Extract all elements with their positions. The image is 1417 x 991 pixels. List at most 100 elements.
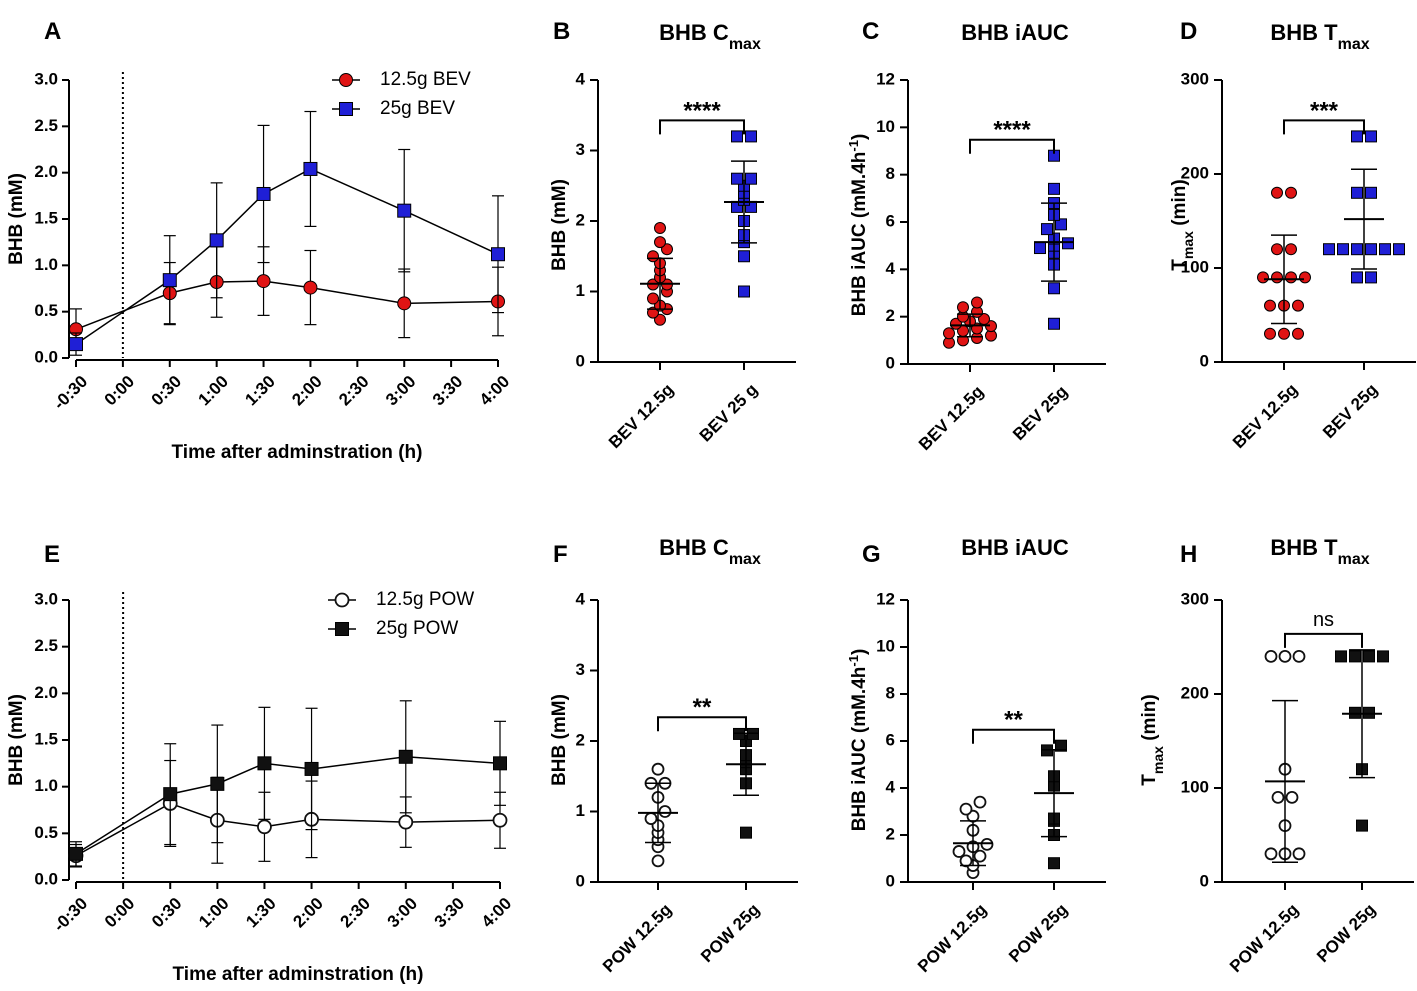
- data-point: [1285, 243, 1297, 256]
- data-point: [1363, 650, 1375, 663]
- data-point: [1292, 847, 1306, 861]
- data-point: [745, 130, 757, 143]
- data-point: [957, 301, 969, 314]
- data-point: [1271, 791, 1285, 804]
- data-point: [1323, 243, 1335, 256]
- data-point: [654, 236, 666, 249]
- data-point: [398, 749, 413, 764]
- panel-letter: D: [1180, 18, 1197, 45]
- data-point: [256, 274, 271, 289]
- panel-d: D BHB Tmax 0 100 200 300 Tmax (min) BEV 12.5g BE…: [1169, 18, 1416, 452]
- series-1: [69, 110, 505, 356]
- data-point: [492, 812, 508, 828]
- y-tick-label: 200: [1181, 163, 1209, 182]
- significance-bracket: [1284, 632, 1363, 648]
- y-tick-label: 4: [576, 589, 586, 608]
- x-tick-label: 0:00: [101, 894, 138, 931]
- data-point: [1365, 186, 1377, 199]
- y-tick-label: 10: [876, 117, 895, 136]
- data-point: [959, 854, 973, 868]
- x-tick-label: BEV 25g: [1009, 382, 1071, 444]
- data-point: [1299, 271, 1311, 284]
- data-point: [1257, 271, 1269, 284]
- data-point: [256, 186, 271, 201]
- x-tick-label: 0:00: [101, 372, 138, 409]
- legend-label: 12.5g POW: [376, 589, 474, 610]
- y-tick-label: 10: [876, 636, 895, 655]
- data-point: [209, 233, 224, 248]
- y-axis-title: BHB (mM): [6, 173, 27, 265]
- x-tick-label: 2:30: [336, 894, 373, 931]
- significance-label: **: [1004, 707, 1023, 734]
- legend-marker: [334, 592, 350, 608]
- series-1: [69, 700, 507, 867]
- data-point: [943, 327, 955, 340]
- panel-h: H BHB Tmax 0 100 200 300 Tmax (min) POW 12.5g PO…: [1139, 535, 1414, 976]
- y-tick-label: 0.5: [34, 301, 58, 320]
- group-1: [1034, 739, 1074, 870]
- y-tick-label: 100: [1181, 777, 1209, 796]
- data-point: [980, 838, 994, 851]
- legend-marker: [335, 622, 349, 636]
- group-1: [724, 130, 764, 298]
- data-point: [210, 776, 225, 791]
- panel-b: B BHB Cmax 0 1 2 3 4 BHB (mM) BEV 12.5g BEV 25 g *…: [549, 18, 796, 452]
- y-tick-label: 4: [886, 259, 896, 278]
- data-point: [1365, 130, 1377, 143]
- data-point: [398, 814, 414, 830]
- legend-marker: [339, 102, 353, 116]
- significance-bracket: [972, 728, 1055, 744]
- y-tick-label: 4: [576, 69, 586, 88]
- y-tick-label: 4: [886, 777, 896, 796]
- legend-marker: [339, 73, 353, 87]
- data-point: [1034, 242, 1046, 255]
- y-axis-title: BHB iAUC (mM.4h-1): [846, 134, 871, 317]
- data-point: [1292, 299, 1304, 312]
- data-point: [1048, 282, 1060, 295]
- data-point: [654, 313, 666, 326]
- x-tick-label: POW 25g: [697, 900, 763, 966]
- data-point: [1365, 243, 1377, 256]
- y-tick-label: 2.0: [34, 162, 58, 181]
- panel-c: C BHB iAUC 0 2 4 6 8 10 12 BHB iAUC (mM.4h-1) BEV …: [846, 18, 1106, 454]
- panel-title: BHB Tmax: [1270, 535, 1369, 568]
- y-axis-title: Tmax (min): [1169, 179, 1196, 270]
- y-tick-label: 1: [576, 801, 585, 820]
- data-point: [651, 762, 665, 776]
- data-point: [69, 337, 83, 352]
- y-tick-label: 100: [1181, 257, 1209, 276]
- data-point: [971, 296, 983, 309]
- data-point: [1055, 218, 1067, 231]
- data-point: [303, 161, 318, 176]
- data-point: [651, 854, 665, 868]
- y-tick-label: 2: [886, 306, 895, 325]
- x-tick-label: POW 25g: [1005, 900, 1071, 966]
- x-tick-label: 1:30: [242, 894, 279, 931]
- data-point: [162, 273, 177, 288]
- y-tick-label: 0: [886, 353, 895, 372]
- x-tick-label: 3:00: [382, 372, 419, 409]
- panel-letter: C: [862, 18, 879, 45]
- x-tick-label: 3:30: [429, 372, 466, 409]
- significance-label: ****: [683, 97, 721, 124]
- x-tick-label: BEV 12.5g: [605, 380, 677, 452]
- data-point: [1264, 299, 1276, 312]
- group-1: [726, 727, 766, 839]
- x-tick-label: 4:00: [476, 372, 513, 409]
- group-1: [1335, 649, 1389, 832]
- x-tick-label: 3:00: [384, 894, 421, 931]
- panel-letter: F: [553, 541, 568, 568]
- significance-bracket: [657, 716, 747, 732]
- data-point: [1285, 791, 1299, 804]
- y-tick-label: 2.0: [34, 683, 58, 702]
- data-point: [1335, 650, 1347, 663]
- x-tick-label: BEV 12.5g: [915, 382, 987, 454]
- data-point: [647, 306, 659, 319]
- data-point: [1264, 327, 1276, 340]
- legend: 12.5g POW 25g POW: [328, 589, 474, 639]
- legend-label: 25g BEV: [380, 98, 455, 119]
- data-point: [1062, 237, 1074, 250]
- data-point: [493, 756, 507, 771]
- data-point: [1264, 650, 1278, 663]
- y-tick-label: 1.5: [34, 208, 58, 227]
